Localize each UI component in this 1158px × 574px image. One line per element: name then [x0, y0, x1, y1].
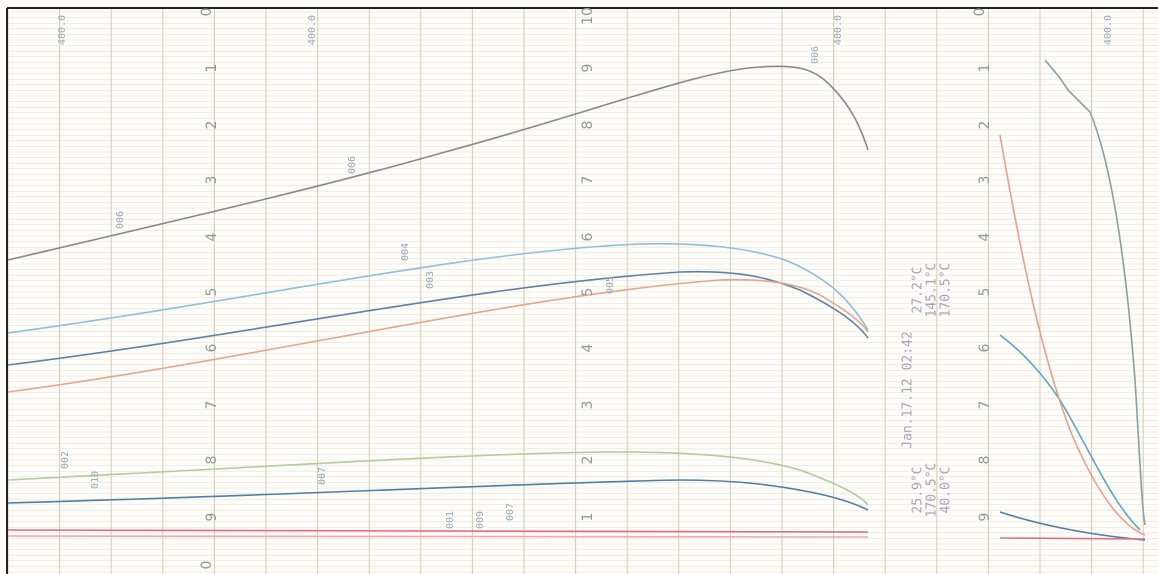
scale-label: 3	[977, 176, 993, 185]
scale-label: 10	[580, 7, 596, 25]
scale-label: 1	[204, 64, 220, 73]
scale-label: 4	[977, 232, 993, 241]
scale-label: 2	[977, 121, 993, 130]
scale-label: 5	[977, 288, 993, 297]
trace-tag: 005	[605, 276, 616, 294]
scale-label: 3	[580, 401, 596, 410]
scale-label: 9	[204, 513, 220, 522]
readout: 145.1°C	[925, 263, 940, 318]
trace-tag: 003	[425, 271, 436, 289]
trace-tag: 007	[505, 503, 516, 521]
range-tag: 400.0	[833, 15, 844, 45]
scale-label: 6	[977, 343, 993, 352]
scale-label: 5	[204, 288, 220, 297]
readout: 170.5°C	[925, 463, 940, 518]
range-tag: 400.0	[307, 15, 318, 45]
readout: 27.2°C	[911, 267, 926, 314]
trace-tag: 010	[90, 471, 101, 489]
readout: 40.0°C	[939, 467, 954, 514]
scale-label: 8	[977, 456, 993, 465]
scale-label: 8	[204, 456, 220, 465]
scale-label: 3	[204, 176, 220, 185]
scale-label: 7	[580, 176, 596, 185]
scale-label: 9	[580, 64, 596, 73]
readout: 170.5°C	[939, 263, 954, 318]
scale-label: 4	[204, 232, 220, 241]
scale-label: 5	[580, 288, 596, 297]
range-tag: 400.0	[1103, 15, 1114, 45]
trace-tag: 006	[347, 156, 358, 174]
scale-label: 2	[204, 121, 220, 130]
scale-label: 0	[199, 561, 215, 570]
trace-tag: 002	[60, 451, 71, 469]
trace-tag: 001	[445, 511, 456, 529]
trace-tag: 009	[475, 511, 486, 529]
readout: 25.9°C	[911, 467, 926, 514]
trace-tag: 006	[115, 211, 126, 229]
scale-label: 6	[580, 232, 596, 241]
scale-label: 8	[580, 121, 596, 130]
scale-label: 4	[580, 343, 596, 352]
trace	[8, 536, 868, 537]
stamp: Jan.17.12 02:42	[901, 331, 916, 448]
chart-paper: 12345678998765432112345678900010400.0400…	[0, 0, 1158, 574]
scale-label: 1	[580, 513, 596, 522]
scale-label: 6	[204, 343, 220, 352]
trace	[1000, 538, 1145, 539]
scale-label: 1	[977, 64, 993, 73]
scale-label: 0	[199, 8, 215, 17]
scale-label: 7	[977, 401, 993, 410]
scale-label: 9	[977, 513, 993, 522]
scale-label: 7	[204, 401, 220, 410]
scale-label: 2	[580, 456, 596, 465]
range-tag: 400.0	[57, 15, 68, 45]
trace-tag: 007	[317, 467, 328, 485]
trace-tag: 006	[810, 46, 821, 64]
scale-label: 0	[972, 8, 988, 17]
trace-tag: 004	[400, 243, 411, 261]
